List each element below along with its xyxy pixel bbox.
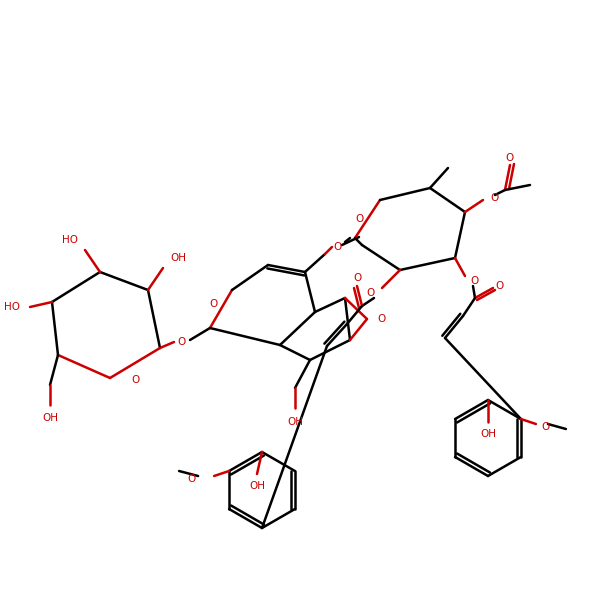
Text: O: O (209, 299, 217, 309)
Text: O: O (355, 214, 363, 224)
Text: OH: OH (249, 481, 265, 491)
Text: O: O (353, 273, 361, 283)
Text: HO: HO (62, 235, 78, 245)
Text: O: O (188, 474, 196, 484)
Text: O: O (178, 337, 186, 347)
Text: O: O (333, 242, 341, 252)
Text: OH: OH (170, 253, 186, 263)
Text: HO: HO (4, 302, 20, 312)
Text: O: O (470, 276, 478, 286)
Text: O: O (131, 375, 139, 385)
Text: OH: OH (480, 429, 496, 439)
Text: OH: OH (287, 417, 303, 427)
Text: O: O (541, 422, 549, 432)
Text: O: O (377, 314, 385, 324)
Text: O: O (490, 193, 498, 203)
Text: O: O (506, 153, 514, 163)
Text: OH: OH (42, 413, 58, 423)
Text: O: O (495, 281, 503, 291)
Text: O: O (367, 288, 375, 298)
